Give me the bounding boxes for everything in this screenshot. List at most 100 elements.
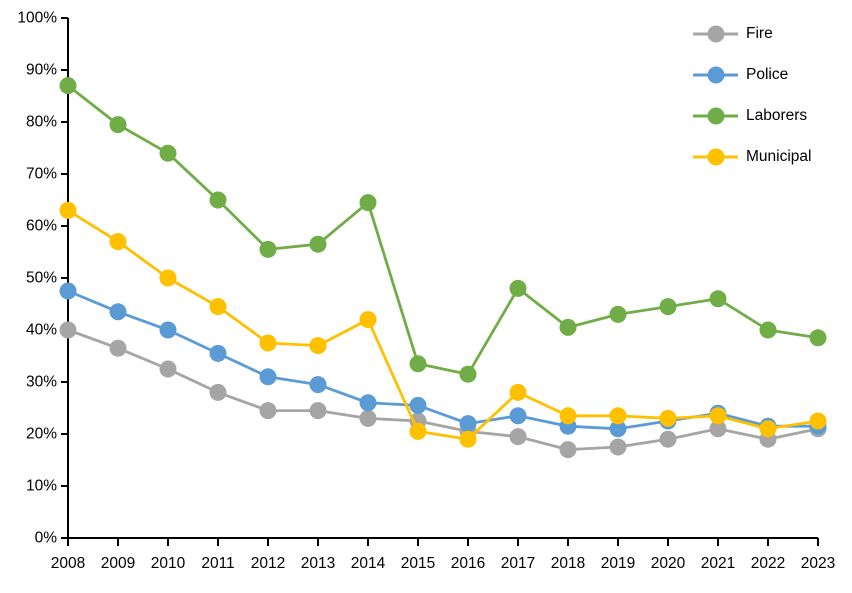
x-axis-tick-label: 2014 (351, 555, 386, 572)
data-point-police-2008 (59, 282, 77, 300)
x-axis-tick-label: 2019 (601, 555, 635, 572)
data-point-laborers-2015 (409, 355, 427, 373)
y-axis-tick-label: 20% (26, 426, 57, 443)
y-axis-tick-label: 30% (26, 374, 57, 391)
chart-legend: Fire Police Laborers Municipal (693, 13, 811, 177)
data-point-fire-2012 (259, 402, 277, 420)
data-point-laborers-2017 (509, 279, 527, 297)
data-point-municipal-2012 (259, 334, 277, 352)
data-point-fire-2014 (359, 409, 377, 427)
data-point-municipal-2023 (809, 412, 827, 430)
data-point-laborers-2013 (309, 235, 327, 253)
y-axis-tick-label: 100% (17, 10, 57, 27)
series-line-police (66, 289, 820, 431)
data-point-municipal-2014 (359, 311, 377, 329)
data-point-police-2013 (309, 376, 327, 394)
data-point-fire-2019 (609, 438, 627, 456)
series-line-municipal (66, 209, 820, 441)
x-axis-tick-label: 2022 (751, 555, 785, 572)
data-point-fire-2009 (109, 339, 127, 357)
y-axis-tick-label: 10% (26, 478, 57, 495)
x-axis-tick-label: 2012 (251, 555, 285, 572)
legend-item-police: Police (693, 54, 811, 95)
data-point-fire-2008 (59, 321, 77, 339)
legend-dot-swatch (707, 107, 724, 124)
data-point-police-2017 (509, 407, 527, 425)
series-line-fire (66, 328, 820, 451)
legend-dot-swatch (707, 66, 724, 83)
x-axis-tick-label: 2017 (501, 555, 535, 572)
data-point-laborers-2019 (609, 305, 627, 323)
data-point-laborers-2016 (459, 365, 477, 383)
data-point-laborers-2018 (559, 318, 577, 336)
data-point-laborers-2010 (159, 144, 177, 162)
legend-label-fire: Fire (746, 24, 773, 42)
data-point-municipal-2022 (759, 420, 777, 438)
data-point-fire-2013 (309, 402, 327, 420)
legend-label-municipal: Municipal (746, 147, 812, 165)
legend-label-police: Police (746, 65, 789, 83)
data-point-municipal-2011 (209, 298, 227, 316)
x-axis-tick-label: 2009 (101, 555, 135, 572)
data-point-municipal-2010 (159, 269, 177, 287)
x-axis-tick-label: 2021 (701, 555, 735, 572)
x-axis-tick-label: 2020 (651, 555, 686, 572)
x-axis-tick-label: 2011 (201, 555, 234, 572)
data-point-municipal-2016 (459, 430, 477, 448)
y-axis-tick-label: 40% (26, 322, 57, 339)
data-point-fire-2020 (659, 430, 677, 448)
data-point-municipal-2015 (409, 422, 427, 440)
data-point-municipal-2019 (609, 407, 627, 425)
legend-label-laborers: Laborers (746, 106, 808, 124)
x-axis-tick-label: 2023 (801, 555, 835, 572)
data-point-municipal-2009 (109, 233, 127, 251)
series-line-laborers (66, 84, 820, 376)
y-axis-tick-label: 0% (35, 530, 58, 547)
data-point-laborers-2021 (709, 290, 727, 308)
data-point-police-2019 (609, 420, 627, 438)
municipal-series-marker-icon (693, 148, 738, 165)
data-point-municipal-2013 (309, 337, 327, 355)
data-point-fire-2010 (159, 360, 177, 378)
data-point-municipal-2020 (659, 409, 677, 427)
data-point-laborers-2020 (659, 298, 677, 316)
laborers-series-marker-icon (693, 107, 738, 124)
police-series-marker-icon (693, 66, 738, 83)
data-point-municipal-2018 (559, 407, 577, 425)
data-point-municipal-2017 (509, 383, 527, 401)
y-axis-tick-label: 70% (26, 166, 57, 183)
data-point-police-2012 (259, 368, 277, 386)
data-point-municipal-2008 (59, 201, 77, 219)
data-point-fire-2021 (709, 420, 727, 438)
data-point-laborers-2022 (759, 321, 777, 339)
x-axis-tick-label: 2010 (151, 555, 186, 572)
legend-item-laborers: Laborers (693, 95, 811, 136)
data-point-police-2014 (359, 394, 377, 412)
data-point-fire-2017 (509, 428, 527, 446)
legend-item-fire: Fire (693, 13, 811, 54)
data-point-police-2010 (159, 321, 177, 339)
x-axis-tick-label: 2016 (451, 555, 485, 572)
legend-item-municipal: Municipal (693, 136, 811, 177)
y-axis-tick-label: 50% (26, 270, 57, 287)
data-point-police-2009 (109, 303, 127, 321)
data-point-fire-2018 (559, 441, 577, 459)
x-axis-tick-label: 2018 (551, 555, 585, 572)
data-point-police-2015 (409, 396, 427, 414)
legend-dot-swatch (707, 148, 724, 165)
x-axis-tick-label: 2008 (51, 555, 85, 572)
data-point-laborers-2011 (209, 191, 227, 209)
legend-dot-swatch (707, 25, 724, 42)
data-point-police-2016 (459, 415, 477, 433)
data-point-laborers-2012 (259, 240, 277, 258)
data-point-municipal-2021 (709, 407, 727, 425)
data-point-laborers-2014 (359, 194, 377, 212)
y-axis-tick-label: 90% (26, 62, 57, 79)
fire-series-marker-icon (693, 25, 738, 42)
x-axis-tick-label: 2013 (301, 555, 335, 572)
data-point-laborers-2023 (809, 329, 827, 347)
data-point-laborers-2009 (109, 116, 127, 134)
data-point-laborers-2008 (59, 77, 77, 95)
